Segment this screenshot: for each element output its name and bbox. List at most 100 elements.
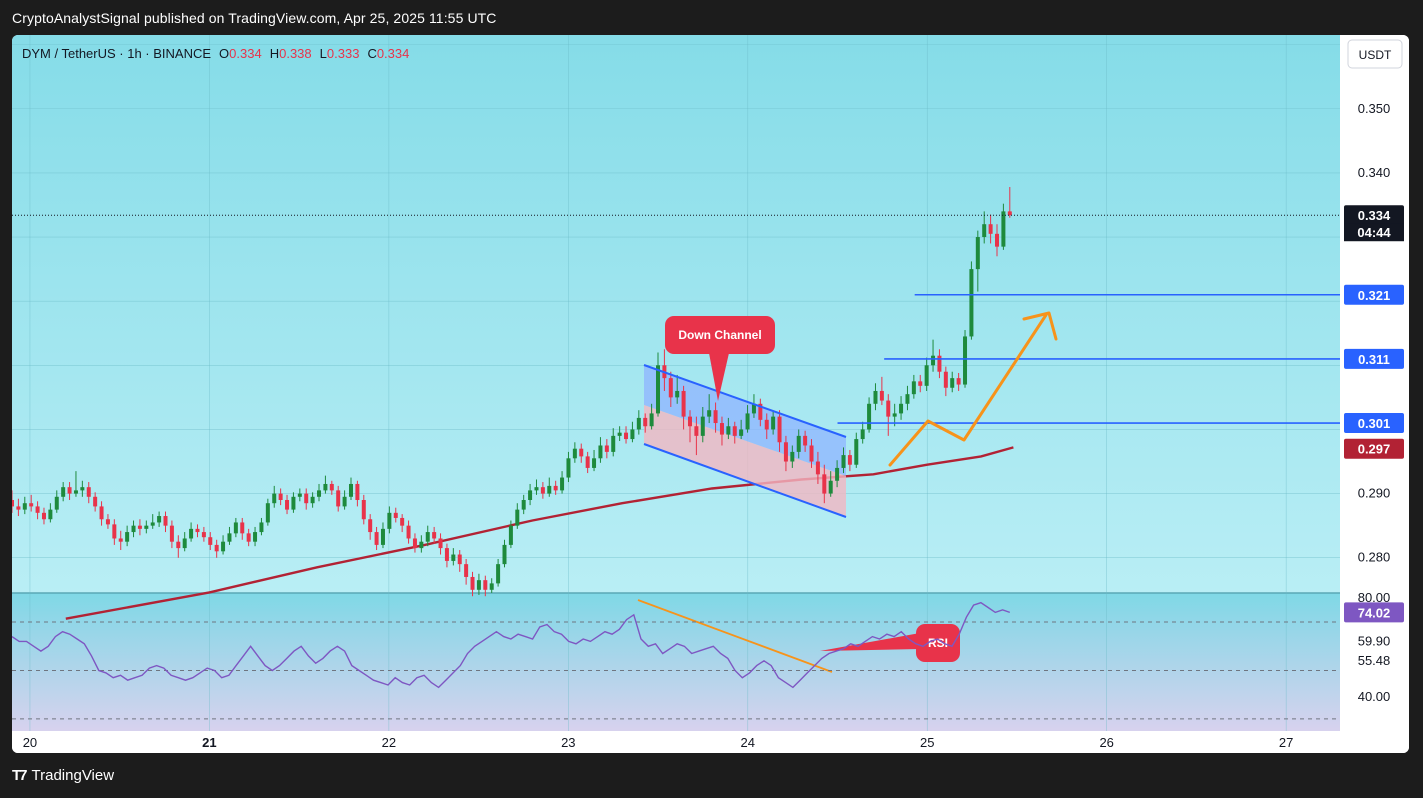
candle-body	[374, 532, 379, 545]
candle-body	[694, 426, 699, 436]
candle-body	[1007, 211, 1012, 216]
price-label-lvl2: 0.311	[1344, 348, 1404, 369]
candle-body	[726, 426, 731, 435]
candle-body	[105, 519, 110, 525]
candle	[412, 533, 417, 553]
candle	[886, 394, 891, 436]
candle	[598, 437, 603, 463]
candle-body	[412, 538, 417, 549]
time-tick-label: 24	[741, 735, 755, 750]
candle-body	[285, 500, 290, 510]
candle-body	[931, 355, 936, 366]
time-tick-label: 21	[202, 735, 216, 750]
candle	[809, 439, 814, 468]
candle-body	[336, 490, 341, 507]
candle	[1001, 203, 1006, 250]
candle	[483, 575, 488, 597]
candle	[201, 526, 206, 542]
candle	[540, 482, 545, 499]
candle	[707, 394, 712, 424]
candle-body	[905, 394, 910, 404]
tradingview-logo-icon: T7	[12, 767, 27, 784]
candle-body	[783, 442, 788, 462]
candle-body	[99, 506, 104, 520]
candle	[841, 447, 846, 474]
candle-body	[438, 538, 443, 549]
candle	[476, 573, 481, 595]
candle-body	[937, 355, 942, 372]
candle-body	[227, 533, 232, 542]
candle	[361, 494, 366, 525]
candle-body	[675, 390, 680, 398]
candle	[144, 520, 149, 534]
candle-body	[208, 537, 213, 545]
candle	[233, 517, 238, 538]
down-channel-bottom-line	[643, 443, 847, 518]
price-label-box	[1344, 348, 1404, 369]
candle	[643, 413, 648, 433]
candle-body	[278, 493, 283, 500]
candle	[99, 501, 104, 526]
candle	[240, 517, 245, 540]
currency-button[interactable]: USDT	[1347, 39, 1403, 69]
countdown-label: 04:44	[1344, 223, 1404, 242]
candle	[297, 488, 302, 502]
candle	[739, 419, 744, 440]
candle	[406, 520, 411, 544]
candle-body	[265, 503, 270, 523]
candle-body	[892, 413, 897, 417]
candle	[668, 371, 673, 407]
candle-body	[342, 496, 347, 507]
candle-body	[592, 458, 597, 468]
candle-body	[681, 390, 686, 417]
candle	[374, 526, 379, 551]
candle	[400, 514, 405, 533]
currency-button-label[interactable]: USDT	[1359, 48, 1392, 62]
candle-body	[611, 435, 616, 452]
candle	[649, 403, 654, 430]
candle-body	[764, 419, 769, 430]
candle	[451, 548, 456, 566]
tradingview-brand[interactable]: T7 TradingView	[12, 767, 114, 784]
rsi-line	[12, 601, 1011, 689]
candle	[425, 525, 430, 547]
chart-canvas[interactable]: Down Channel RSI 0.280 0.290 0.340 0.350 0.3…	[12, 35, 1409, 753]
candle	[969, 261, 974, 340]
candle	[918, 374, 923, 393]
price-tick-label: 0.340	[1358, 165, 1391, 180]
candle-body	[80, 487, 85, 491]
brand-name: TradingView	[31, 767, 115, 784]
candle	[560, 471, 565, 494]
candle-body	[687, 416, 692, 427]
candle	[502, 539, 507, 568]
candle-body	[144, 525, 149, 529]
time-tick-label: 23	[561, 735, 575, 750]
price-label-text: 0.311	[1358, 352, 1390, 367]
price-label-text: 0.301	[1358, 416, 1391, 431]
candle-body	[867, 403, 872, 430]
candle	[323, 475, 328, 494]
candle	[214, 539, 219, 558]
candle-body	[400, 517, 405, 526]
candle-body	[790, 451, 795, 462]
candle	[93, 492, 98, 512]
candle-body	[835, 467, 840, 481]
candle	[137, 519, 142, 536]
candle-body	[969, 269, 974, 337]
candle-body	[975, 237, 980, 270]
candle-body	[137, 525, 142, 529]
candle-body	[304, 493, 309, 504]
candle	[489, 578, 494, 593]
candle	[745, 405, 750, 433]
candle-body	[707, 410, 712, 417]
candle	[783, 435, 788, 472]
candle	[12, 490, 14, 513]
candle	[393, 507, 398, 523]
candle	[796, 429, 801, 459]
candle-body	[41, 512, 46, 520]
candle	[624, 426, 629, 444]
chart-frame[interactable]: Down Channel RSI 0.280 0.290 0.340 0.350 0.3…	[12, 35, 1409, 753]
candle-body	[1001, 211, 1006, 247]
candle-body	[566, 458, 571, 478]
candle	[336, 485, 341, 512]
